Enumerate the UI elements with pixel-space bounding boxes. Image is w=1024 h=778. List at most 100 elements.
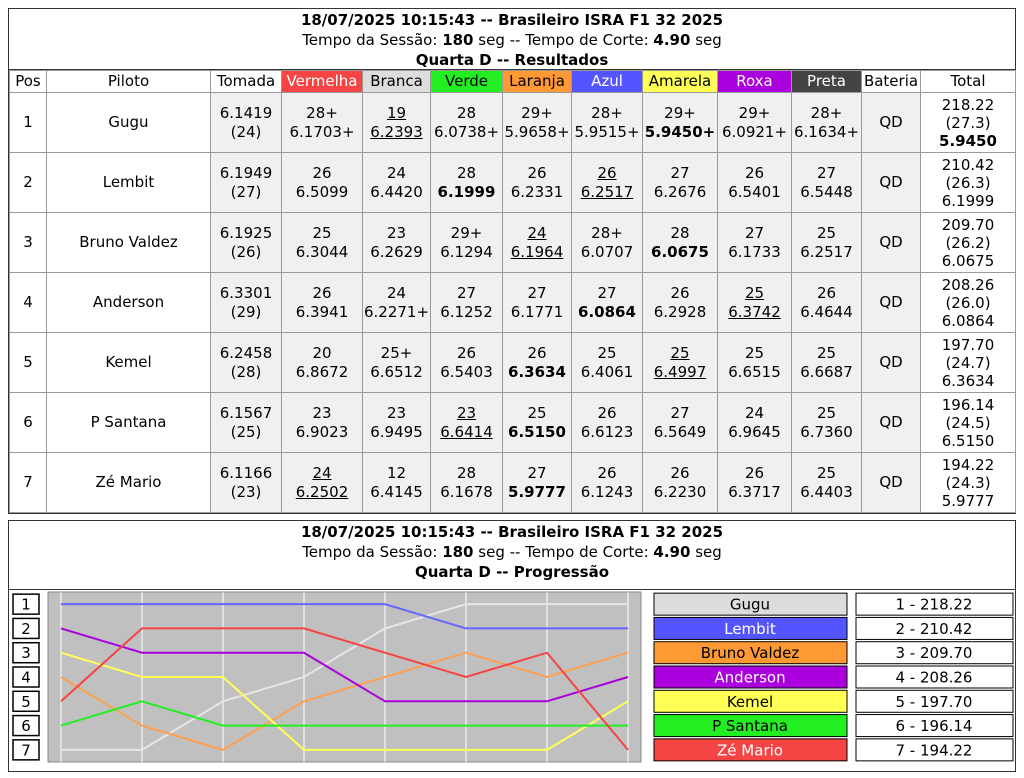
lane-laps: 23 [456, 403, 477, 422]
lane-laps: 24 [744, 403, 765, 422]
lane-cell: 28+ 6.1703+ [281, 92, 363, 153]
lane-time: 6.4403 [800, 482, 853, 501]
lane-laps: 27 [670, 403, 690, 422]
lane-cell: 25 6.3044 [281, 212, 363, 273]
position: 6 [9, 392, 47, 453]
lane-cell: 29+ 5.9658+ [502, 92, 572, 153]
qualifying-cell: 6.3301 (29) [210, 272, 282, 333]
y-tick-label: 6 [21, 717, 31, 735]
lane-cell: 24 6.1964 [502, 212, 572, 273]
lane-time: 6.6414 [440, 422, 493, 441]
column-header: Bateria [861, 70, 921, 93]
lane-time: 6.9495 [370, 422, 423, 441]
qualifying-laps: (27) [230, 182, 262, 201]
lane-time: 6.4145 [370, 482, 423, 501]
column-header: Azul [571, 70, 643, 93]
lane-time: 6.3742 [728, 302, 781, 321]
session-label: Tempo da Sessão: [302, 31, 438, 49]
qualifying-laps: (29) [230, 302, 262, 321]
lane-time: 6.1678 [440, 482, 493, 501]
lane-laps: 26 [597, 163, 617, 182]
session-line: Tempo da Sessão: 180 seg -- Tempo de Cor… [9, 542, 1015, 562]
cut-label: seg -- Tempo de Corte: [478, 31, 649, 49]
results-panel: 18/07/2025 10:15:43 -- Brasileiro ISRA F… [8, 8, 1016, 514]
lane-laps: 27 [527, 283, 547, 302]
y-tick-box [12, 641, 40, 664]
lane-time: 5.9515+ [574, 122, 640, 141]
qualifying-time: 6.3301 [219, 283, 273, 302]
lane-laps: 25 [816, 463, 837, 482]
lane-time: 6.6123 [580, 422, 634, 441]
lane-cell: 25 6.6515 [717, 332, 792, 393]
lane-cell: 24 6.2271+ [362, 272, 431, 333]
lane-time: 6.2271+ [363, 302, 430, 321]
y-tick-box [12, 739, 40, 761]
lane-time: 6.1294 [440, 242, 493, 261]
standing-box [855, 689, 1014, 713]
lane-cell: 27 5.9777 [502, 452, 572, 513]
battery: QD [861, 92, 921, 153]
lane-cell: 24 6.2502 [281, 452, 363, 513]
column-header: Tomada [210, 70, 282, 93]
lane-cell: 27 6.5448 [791, 152, 862, 213]
y-tick-box [12, 666, 40, 688]
lane-laps: 26 [527, 343, 547, 362]
legend-name: P Santana [712, 717, 788, 735]
lane-cell: 25 6.4061 [571, 332, 643, 393]
lane-time: 6.8672 [295, 362, 349, 381]
qualifying-laps: (26) [230, 242, 262, 261]
standing: 1 - 218.22 [896, 596, 973, 614]
legend-name: Zé Mario [717, 741, 783, 759]
lane-cell: 26 6.5099 [281, 152, 363, 213]
total-cell: 194.22 (24.3) 5.9777 [920, 452, 1016, 513]
position: 5 [9, 332, 47, 393]
lane-time: 6.6512 [370, 362, 423, 381]
best-lap: 6.5150 [941, 431, 995, 450]
table-body: 1 Gugu 6.1419 (24) 28+ 6.1703+ 19 6.2393 28 6.073… [9, 92, 1016, 513]
total-cell: 197.70 (24.7) 6.3634 [920, 332, 1016, 393]
lane-cell: 23 6.2629 [362, 212, 431, 273]
column-header: Vermelha [281, 70, 363, 93]
cut-unit: seg [695, 31, 722, 49]
best-lap: 5.9450 [939, 131, 997, 150]
lane-time: 6.2393 [370, 122, 423, 141]
qualifying-time: 6.1949 [219, 163, 273, 182]
lane-time: 6.0675 [651, 242, 709, 261]
best-lap: 5.9777 [941, 491, 995, 510]
lane-cell: 12 6.4145 [362, 452, 431, 513]
best-lap: 6.0675 [941, 251, 995, 270]
lane-laps: 29+ [521, 103, 553, 122]
lane-time: 6.0864 [578, 302, 636, 321]
lane-cell: 25 6.5150 [502, 392, 572, 453]
cut-unit: seg [695, 543, 722, 561]
qualifying-laps: (25) [230, 422, 262, 441]
total: 218.22 [941, 95, 995, 114]
lane-cell: 28+ 5.9515+ [571, 92, 643, 153]
column-header: Preta [791, 70, 862, 93]
event-title: 18/07/2025 10:15:43 -- Brasileiro ISRA F… [300, 11, 724, 29]
legend-name: Bruno Valdez [701, 644, 800, 662]
lane-time: 6.2629 [370, 242, 423, 261]
progression-panel: 18/07/2025 10:15:43 -- Brasileiro ISRA F… [8, 520, 1016, 772]
lane-laps: 19 [386, 103, 407, 122]
lane-time: 6.1771 [510, 302, 564, 321]
battery: QD [861, 212, 921, 273]
lane-cell: 23 6.9495 [362, 392, 431, 453]
lane-time: 6.5649 [653, 422, 707, 441]
lane-cell: 26 6.4644 [791, 272, 862, 333]
lane-cell: 28+ 6.1634+ [791, 92, 862, 153]
best-lap: 6.0864 [941, 311, 995, 330]
lane-laps: 25 [744, 283, 765, 302]
lane-cell: 27 6.2676 [642, 152, 718, 213]
lane-time: 6.1703+ [289, 122, 355, 141]
lane-cell: 26 6.2331 [502, 152, 572, 213]
session-value: 180 [442, 31, 474, 49]
best-lap: 6.1999 [941, 191, 995, 210]
lane-laps: 25 [312, 223, 332, 242]
lane-cell: 19 6.2393 [362, 92, 431, 153]
lane-cell: 26 6.3941 [281, 272, 363, 333]
cut-label: seg -- Tempo de Corte: [478, 543, 649, 561]
lane-time: 6.2502 [295, 482, 349, 501]
lane-cell: 25 6.3742 [717, 272, 792, 333]
